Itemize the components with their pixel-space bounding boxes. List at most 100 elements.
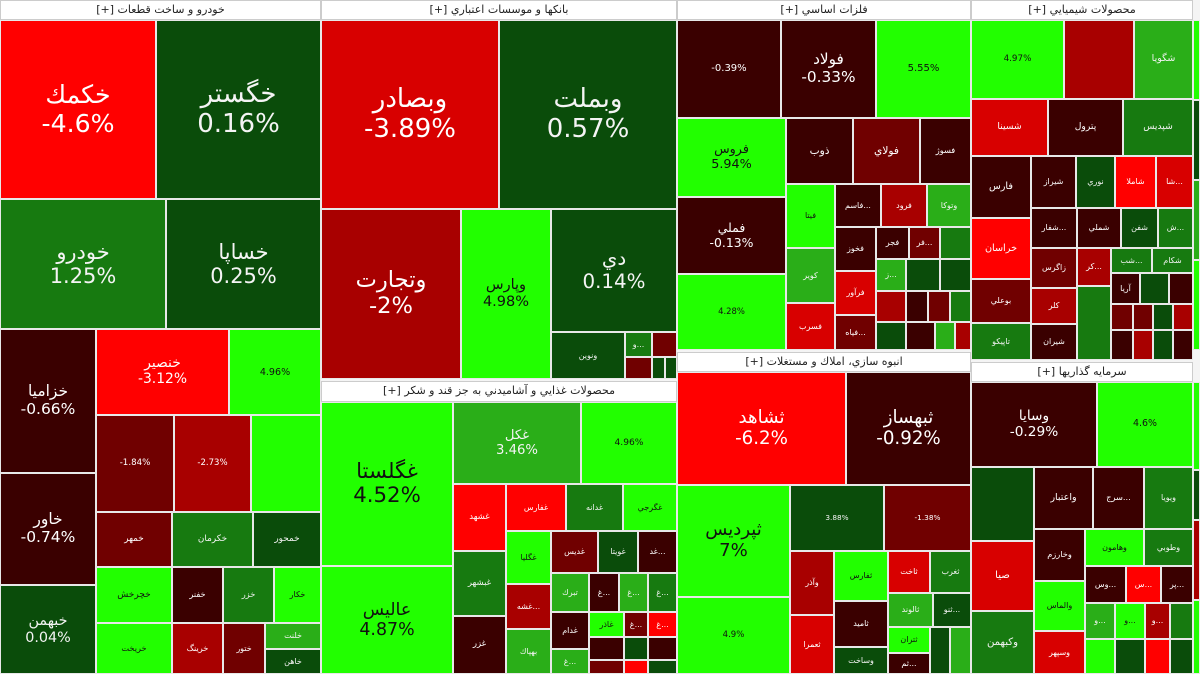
stock-tile[interactable]: بهپاك — [506, 629, 551, 674]
stock-tile[interactable]: خزر — [223, 567, 274, 623]
stock-tile[interactable]: والماس — [1034, 581, 1085, 631]
stock-tile[interactable]: ...غ — [648, 573, 677, 612]
stock-tile[interactable] — [1170, 603, 1193, 639]
stock-tile[interactable]: فرآور — [835, 271, 876, 315]
stock-tile[interactable]: خفنر — [172, 567, 223, 623]
stock-tile[interactable] — [906, 291, 928, 322]
stock-tile[interactable]: نوري — [1076, 156, 1115, 208]
stock-tile[interactable]: كلر — [1031, 288, 1077, 324]
stock-tile[interactable] — [940, 227, 971, 259]
stock-tile[interactable]: وخارزم — [1034, 529, 1085, 581]
stock-tile[interactable]: تبرك — [551, 573, 589, 612]
stock-tile[interactable]: تاپيكو — [971, 323, 1031, 360]
stock-tile[interactable]: خودرو 1.25% — [0, 199, 166, 329]
sector-header[interactable]: انبوه سازي، املاك و مستغلات [+] — [677, 352, 971, 372]
stock-tile[interactable]: ...و — [1145, 603, 1170, 639]
stock-tile[interactable]: -1.84% — [96, 415, 174, 512]
stock-tile[interactable]: ويويا — [1144, 467, 1193, 529]
stock-tile[interactable]: فسوژ — [920, 118, 971, 184]
stock-tile[interactable]: غبشهر — [453, 551, 506, 616]
stock-tile[interactable] — [624, 637, 648, 660]
stock-tile[interactable] — [665, 357, 677, 379]
stock-tile[interactable]: شسينا — [971, 99, 1048, 156]
stock-tile[interactable]: خگستر 0.16% — [156, 20, 321, 199]
stock-tile[interactable]: غاذر — [589, 612, 624, 637]
stock-tile[interactable]: فجر — [876, 227, 909, 259]
stock-tile[interactable]: شاملا — [1115, 156, 1156, 208]
stock-tile[interactable]: عاليس 4.87% — [321, 566, 453, 674]
stock-tile[interactable]: ثفارس — [834, 551, 888, 601]
sector-header[interactable]: سرمايه گذاريها [+] — [971, 362, 1193, 382]
stock-tile[interactable]: ثپرديس 7% — [677, 485, 790, 597]
stock-tile[interactable] — [906, 322, 935, 350]
stock-tile[interactable] — [930, 627, 950, 674]
stock-tile[interactable]: 4.96% — [581, 402, 677, 484]
stock-tile[interactable] — [1153, 330, 1173, 360]
stock-tile[interactable]: خراسان — [971, 218, 1031, 279]
stock-tile[interactable]: فولاي — [853, 118, 920, 184]
sector-header[interactable]: بانكها و موسسات اعتباري [+] — [321, 0, 677, 20]
stock-tile[interactable]: خچرخش — [96, 567, 172, 623]
stock-tile[interactable]: خزاميا -0.66% — [0, 329, 96, 473]
stock-tile[interactable]: غشهد — [453, 484, 506, 551]
stock-tile[interactable]: شملي — [1077, 208, 1121, 248]
stock-tile[interactable]: 4.6% — [1097, 382, 1193, 467]
stock-tile[interactable]: غفارس — [506, 484, 566, 531]
stock-tile[interactable] — [1193, 20, 1200, 100]
stock-tile[interactable]: فيتا — [786, 184, 835, 248]
stock-tile[interactable]: ...كر — [1077, 248, 1111, 286]
stock-tile[interactable] — [648, 637, 677, 660]
stock-tile[interactable]: غگرجي — [623, 484, 677, 531]
stock-tile[interactable]: خنصير -3.12% — [96, 329, 229, 415]
stock-tile[interactable]: ثتران — [888, 627, 930, 653]
stock-tile[interactable]: خمحور — [253, 512, 321, 567]
stock-tile[interactable]: ...س — [1126, 566, 1161, 603]
stock-tile[interactable] — [940, 259, 971, 291]
stock-tile[interactable]: ...فاسم — [835, 184, 881, 227]
stock-tile[interactable]: شكام — [1152, 248, 1193, 273]
stock-tile[interactable] — [1153, 304, 1173, 330]
stock-tile[interactable]: ...ش — [1158, 208, 1193, 248]
stock-tile[interactable]: شيراز — [1031, 156, 1076, 208]
stock-tile[interactable]: ...شفار — [1031, 208, 1077, 248]
stock-tile[interactable]: بوعلي — [971, 279, 1031, 323]
stock-tile[interactable]: شپديس — [1123, 99, 1193, 156]
sector-header[interactable]: خودرو و ساخت قطعات [+] — [0, 0, 321, 20]
stock-tile[interactable] — [950, 291, 971, 322]
stock-tile[interactable]: كوير — [786, 248, 835, 303]
stock-tile[interactable]: پترول — [1048, 99, 1123, 156]
stock-tile[interactable]: ...غ — [589, 573, 619, 612]
stock-tile[interactable]: ثالوند — [888, 593, 933, 627]
stock-tile[interactable] — [1169, 273, 1193, 304]
stock-tile[interactable]: فروس 5.94% — [677, 118, 786, 197]
stock-tile[interactable] — [652, 357, 665, 379]
stock-tile[interactable] — [876, 322, 906, 350]
stock-tile[interactable] — [1193, 600, 1200, 674]
stock-tile[interactable] — [1085, 639, 1115, 674]
stock-tile[interactable] — [1064, 20, 1134, 99]
stock-tile[interactable]: ...شا — [1156, 156, 1193, 208]
stock-tile[interactable]: واعتبار — [1034, 467, 1093, 529]
stock-tile[interactable] — [1077, 286, 1111, 360]
stock-tile[interactable] — [928, 291, 950, 322]
stock-tile[interactable]: ...وس — [1085, 566, 1126, 603]
stock-tile[interactable]: ذوب — [786, 118, 853, 184]
stock-tile[interactable]: 4.28% — [677, 274, 786, 350]
stock-tile[interactable]: خريخت — [96, 623, 172, 674]
stock-tile[interactable]: فملي -0.13% — [677, 197, 786, 274]
stock-tile[interactable] — [1111, 330, 1133, 360]
stock-tile[interactable]: 4.9% — [677, 597, 790, 674]
stock-tile[interactable]: فسرب — [786, 303, 835, 350]
stock-tile[interactable]: ونوين — [551, 332, 625, 379]
stock-tile[interactable]: غديس — [551, 531, 598, 573]
stock-tile[interactable]: فولاد -0.33% — [781, 20, 876, 118]
stock-tile[interactable] — [1193, 260, 1200, 350]
stock-tile[interactable] — [1111, 304, 1133, 330]
stock-tile[interactable]: وآذر — [790, 551, 834, 615]
stock-tile[interactable]: -1.38% — [884, 485, 971, 551]
stock-tile[interactable]: خكار — [274, 567, 321, 623]
stock-tile[interactable]: وتجارت -2% — [321, 209, 461, 379]
stock-tile[interactable] — [906, 259, 940, 291]
stock-tile[interactable] — [935, 322, 955, 350]
stock-tile[interactable]: ...غ — [619, 573, 648, 612]
